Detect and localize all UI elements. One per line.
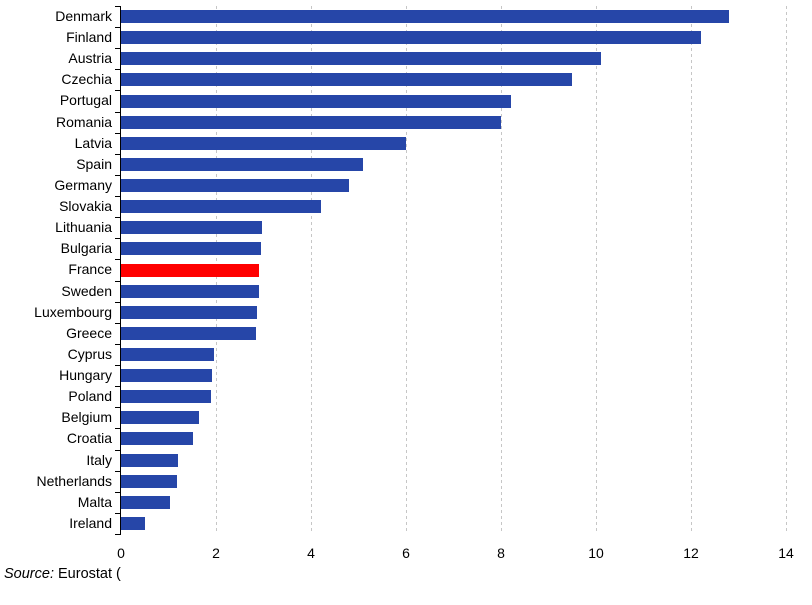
y-axis-tick <box>115 174 120 176</box>
bar-malta <box>121 495 170 509</box>
y-axis-tick <box>115 428 120 430</box>
y-axis-tick <box>115 6 120 7</box>
bar-cyprus <box>121 347 215 361</box>
y-axis-tick <box>115 386 120 388</box>
category-label-denmark: Denmark <box>55 8 112 24</box>
category-label-malta: Malta <box>77 493 112 510</box>
category-label-hungary: Hungary <box>59 367 112 384</box>
category-label-romania: Romania <box>55 113 112 130</box>
category-label-portugal: Portugal <box>59 92 112 109</box>
y-axis-tick <box>115 470 120 472</box>
y-axis-tick <box>115 280 120 282</box>
y-axis-tick <box>115 48 120 50</box>
bar-bulgaria <box>121 242 262 256</box>
bar-spain <box>121 157 364 171</box>
bar-finland <box>121 31 701 45</box>
source-note: Source: Eurostat ( <box>4 566 121 582</box>
source-text: Eurostat ( <box>53 566 121 582</box>
bar-austria <box>121 52 601 66</box>
bar-portugal <box>121 94 511 108</box>
category-label-italy: Italy <box>86 451 112 468</box>
y-axis-tick <box>115 491 120 493</box>
grid-line-x-6 <box>406 6 407 534</box>
grid-line-x-10 <box>596 6 597 534</box>
bar-italy <box>121 453 178 467</box>
bar-czechia <box>121 73 573 87</box>
x-tick-label-8: 8 <box>497 545 505 561</box>
x-tick-label-2: 2 <box>212 545 220 561</box>
grid-line-x-14 <box>786 6 787 534</box>
category-label-bulgaria: Bulgaria <box>60 240 112 257</box>
bar-slovakia <box>121 200 321 214</box>
y-axis-line <box>120 6 121 535</box>
category-label-croatia: Croatia <box>66 430 112 447</box>
y-axis-tick <box>115 534 120 535</box>
category-label-luxembourg: Luxembourg <box>34 303 112 320</box>
y-axis-tick <box>115 259 120 261</box>
source-label: Source: <box>4 566 54 582</box>
bar-belgium <box>121 411 199 425</box>
category-label-germany: Germany <box>54 176 112 193</box>
y-axis-tick <box>115 301 120 303</box>
y-axis-tick <box>115 365 120 367</box>
y-axis-tick <box>115 132 120 134</box>
x-tick-label-10: 10 <box>588 545 604 561</box>
y-axis-tick <box>115 90 120 92</box>
category-label-czechia: Czechia <box>61 71 112 88</box>
y-axis-tick <box>115 217 120 219</box>
y-axis-tick <box>115 512 120 514</box>
category-label-spain: Spain <box>76 155 112 172</box>
y-axis-tick <box>115 111 120 113</box>
bar-greece <box>121 326 256 340</box>
category-label-finland: Finland <box>66 29 112 46</box>
category-label-latvia: Latvia <box>74 134 112 151</box>
bar-hungary <box>121 369 213 383</box>
bar-ireland <box>121 516 146 530</box>
bar-luxembourg <box>121 305 258 319</box>
category-label-slovakia: Slovakia <box>59 198 112 215</box>
bar-sweden <box>121 284 259 298</box>
x-tick-label-4: 4 <box>307 545 315 561</box>
grid-line-x-4 <box>311 6 312 534</box>
x-tick-label-14: 14 <box>778 545 794 561</box>
category-label-netherlands: Netherlands <box>36 472 113 489</box>
grid-line-x-12 <box>691 6 692 534</box>
bar-germany <box>121 179 349 193</box>
y-axis-tick <box>115 196 120 198</box>
y-axis-tick <box>115 343 120 345</box>
grid-line-x-8 <box>501 6 502 534</box>
bar-romania <box>121 115 501 129</box>
category-label-cyprus: Cyprus <box>67 345 112 362</box>
y-axis-tick <box>115 322 120 324</box>
x-tick-label-0: 0 <box>117 545 125 561</box>
category-label-poland: Poland <box>68 388 112 405</box>
category-label-france: France <box>68 261 112 278</box>
category-label-ireland: Ireland <box>69 514 112 531</box>
bar-france <box>121 263 260 277</box>
bar-croatia <box>121 432 194 446</box>
category-label-lithuania: Lithuania <box>55 219 112 236</box>
x-tick-label-12: 12 <box>683 545 699 561</box>
y-axis-tick <box>115 69 120 71</box>
y-axis-tick <box>115 238 120 240</box>
bar-netherlands <box>121 474 178 488</box>
category-label-sweden: Sweden <box>61 282 112 299</box>
y-axis-tick <box>115 153 120 155</box>
x-tick-label-6: 6 <box>402 545 410 561</box>
category-label-austria: Austria <box>68 50 112 67</box>
y-axis-tick <box>115 449 120 451</box>
category-label-belgium: Belgium <box>61 409 112 426</box>
bar-poland <box>121 390 212 404</box>
bar-lithuania <box>121 221 263 235</box>
bar-latvia <box>121 136 406 150</box>
bar-denmark <box>121 10 729 24</box>
category-label-greece: Greece <box>66 324 112 341</box>
y-axis-tick <box>115 407 120 409</box>
y-axis-tick <box>115 27 120 29</box>
